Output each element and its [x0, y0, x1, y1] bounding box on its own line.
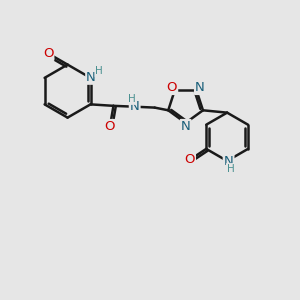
Text: O: O — [43, 47, 53, 60]
Text: N: N — [224, 155, 233, 168]
Text: N: N — [86, 71, 96, 84]
Text: H: H — [128, 94, 136, 104]
Text: O: O — [167, 81, 177, 94]
Text: H: H — [227, 164, 235, 174]
Text: N: N — [181, 120, 190, 133]
Text: O: O — [104, 120, 114, 133]
Text: N: N — [195, 81, 205, 94]
Text: N: N — [130, 100, 140, 112]
Text: H: H — [95, 66, 103, 76]
Text: O: O — [184, 153, 195, 166]
